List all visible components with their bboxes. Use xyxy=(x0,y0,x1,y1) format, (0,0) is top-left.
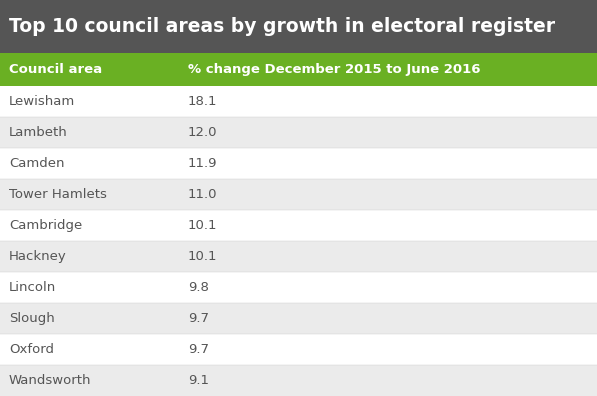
Text: 18.1: 18.1 xyxy=(188,95,217,108)
Text: 9.7: 9.7 xyxy=(188,343,209,356)
Bar xyxy=(0,334,597,365)
Bar xyxy=(0,86,597,117)
Text: % change December 2015 to June 2016: % change December 2015 to June 2016 xyxy=(188,63,481,76)
Text: Tower Hamlets: Tower Hamlets xyxy=(9,188,107,201)
Text: Lewisham: Lewisham xyxy=(9,95,75,108)
Text: Top 10 council areas by growth in electoral register: Top 10 council areas by growth in electo… xyxy=(9,17,555,36)
Text: 9.7: 9.7 xyxy=(188,312,209,325)
Text: Hackney: Hackney xyxy=(9,250,67,263)
Bar xyxy=(0,272,597,303)
Text: Slough: Slough xyxy=(9,312,55,325)
Bar xyxy=(0,117,597,148)
Text: 11.9: 11.9 xyxy=(188,157,217,170)
Bar xyxy=(0,365,597,396)
Bar xyxy=(0,53,597,86)
Text: Lincoln: Lincoln xyxy=(9,281,56,294)
Text: Lambeth: Lambeth xyxy=(9,126,67,139)
Bar xyxy=(0,303,597,334)
Text: Wandsworth: Wandsworth xyxy=(9,374,91,387)
Text: Cambridge: Cambridge xyxy=(9,219,82,232)
Text: Oxford: Oxford xyxy=(9,343,54,356)
Bar xyxy=(0,0,597,53)
Text: 12.0: 12.0 xyxy=(188,126,217,139)
Text: 10.1: 10.1 xyxy=(188,250,217,263)
Text: 11.0: 11.0 xyxy=(188,188,217,201)
Bar xyxy=(0,148,597,179)
Text: 9.8: 9.8 xyxy=(188,281,209,294)
Text: 10.1: 10.1 xyxy=(188,219,217,232)
Text: 9.1: 9.1 xyxy=(188,374,209,387)
Bar xyxy=(0,179,597,210)
Text: Council area: Council area xyxy=(9,63,102,76)
Bar xyxy=(0,241,597,272)
Text: Camden: Camden xyxy=(9,157,64,170)
Bar xyxy=(0,210,597,241)
